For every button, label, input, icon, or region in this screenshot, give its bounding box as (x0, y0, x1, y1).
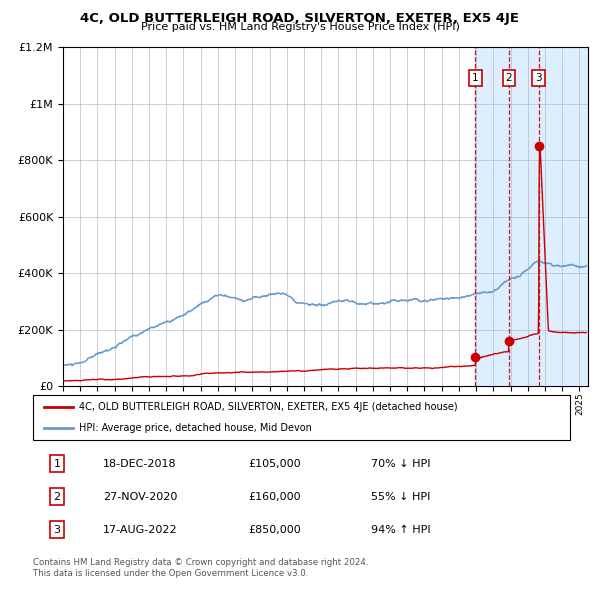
Text: 18-DEC-2018: 18-DEC-2018 (103, 458, 176, 468)
Text: 4C, OLD BUTTERLEIGH ROAD, SILVERTON, EXETER, EX5 4JE: 4C, OLD BUTTERLEIGH ROAD, SILVERTON, EXE… (80, 12, 520, 25)
Text: 27-NOV-2020: 27-NOV-2020 (103, 491, 177, 502)
Text: 1: 1 (472, 73, 479, 83)
Text: 17-AUG-2022: 17-AUG-2022 (103, 525, 178, 535)
Text: £105,000: £105,000 (248, 458, 301, 468)
Text: 3: 3 (535, 73, 542, 83)
Text: This data is licensed under the Open Government Licence v3.0.: This data is licensed under the Open Gov… (33, 569, 308, 578)
Bar (475, 47, 588, 386)
Text: Contains HM Land Registry data © Crown copyright and database right 2024.: Contains HM Land Registry data © Crown c… (33, 558, 368, 566)
Text: 3: 3 (53, 525, 61, 535)
Text: 55% ↓ HPI: 55% ↓ HPI (371, 491, 431, 502)
Text: 70% ↓ HPI: 70% ↓ HPI (371, 458, 431, 468)
Text: HPI: Average price, detached house, Mid Devon: HPI: Average price, detached house, Mid … (79, 422, 311, 432)
Text: 94% ↑ HPI: 94% ↑ HPI (371, 525, 431, 535)
Text: 1: 1 (53, 458, 61, 468)
Text: £850,000: £850,000 (248, 525, 301, 535)
Text: £160,000: £160,000 (248, 491, 301, 502)
Text: 2: 2 (53, 491, 61, 502)
Text: 4C, OLD BUTTERLEIGH ROAD, SILVERTON, EXETER, EX5 4JE (detached house): 4C, OLD BUTTERLEIGH ROAD, SILVERTON, EXE… (79, 402, 457, 412)
Text: Price paid vs. HM Land Registry's House Price Index (HPI): Price paid vs. HM Land Registry's House … (140, 22, 460, 32)
Text: 2: 2 (506, 73, 512, 83)
FancyBboxPatch shape (33, 395, 570, 440)
